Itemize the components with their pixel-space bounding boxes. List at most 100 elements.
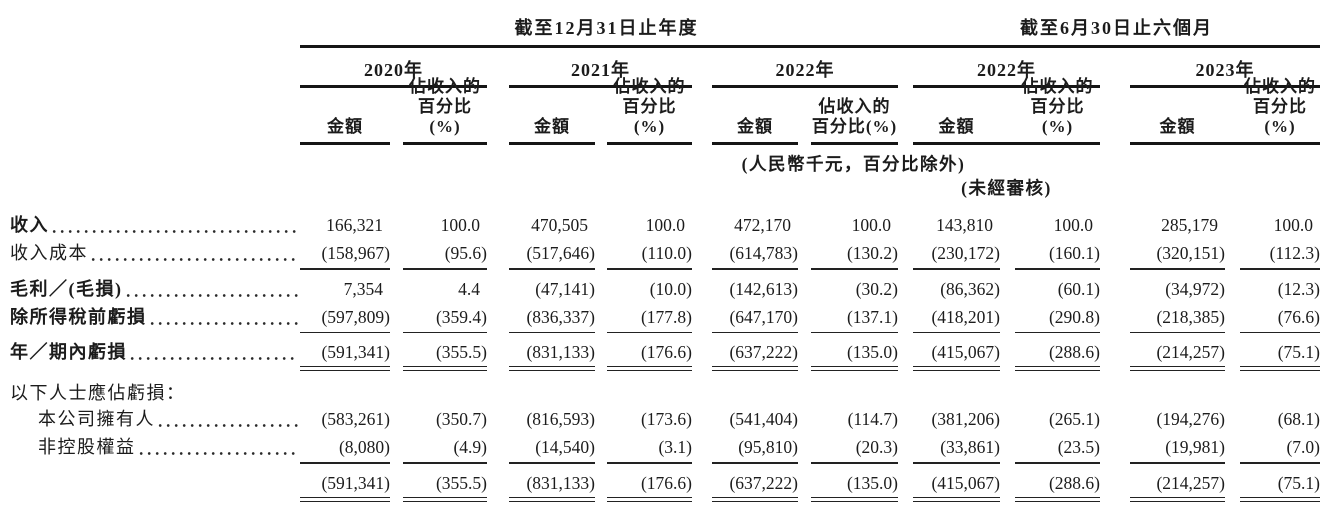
single-rule bbox=[913, 331, 1000, 334]
single-rule bbox=[1015, 268, 1100, 270]
period-rule-row bbox=[10, 45, 1320, 48]
column-rule bbox=[1130, 142, 1320, 145]
value-cell: (33,861) bbox=[940, 437, 1000, 458]
double-rule bbox=[509, 366, 595, 372]
value-cell: (541,404) bbox=[729, 409, 798, 430]
double-rule bbox=[811, 496, 898, 502]
value-cell: (418,201) bbox=[931, 306, 1000, 327]
double-rule bbox=[1015, 496, 1100, 502]
single-rule bbox=[300, 331, 390, 334]
double-rule bbox=[403, 496, 487, 502]
table-body: 收入 166,321 100.0 470,505 100.0 472,170 100.0 14… bbox=[10, 215, 1320, 502]
value-cell: (591,341) bbox=[321, 342, 390, 363]
single-rule bbox=[913, 268, 1000, 270]
row-label-text: 收入 bbox=[10, 215, 49, 235]
row-label-text: 年／期內虧損 bbox=[10, 342, 127, 363]
value-cell: (415,067) bbox=[931, 472, 1000, 493]
single-rule bbox=[1240, 462, 1320, 464]
row-label: 本公司擁有人 bbox=[10, 409, 300, 430]
year-header-row: 2020年 2021年 2022年 2022年 2023年 bbox=[10, 60, 1320, 81]
value-cell: (177.8) bbox=[640, 306, 692, 327]
pct-column-header: 佔收入的 百分比(%) bbox=[1022, 77, 1093, 136]
value-cell: (60.1) bbox=[1057, 278, 1100, 299]
single-rule bbox=[403, 331, 487, 334]
year-header-2022-interim: 2022年 bbox=[977, 60, 1036, 80]
value-cell: (4.9) bbox=[453, 437, 487, 458]
pct-column-header: 佔收入的 百分比(%) bbox=[1244, 77, 1315, 136]
double-rule bbox=[712, 366, 798, 372]
single-rule bbox=[1130, 268, 1225, 270]
value-cell: (173.6) bbox=[640, 409, 692, 430]
single-rule bbox=[1015, 331, 1100, 334]
value-cell: (47,141) bbox=[535, 278, 595, 299]
row-label: 收入成本 bbox=[10, 243, 300, 264]
rule-row bbox=[10, 331, 1320, 334]
value-cell: 100.0 bbox=[645, 215, 685, 235]
value-cell: (135.0) bbox=[846, 342, 898, 363]
row-label: 收入 bbox=[10, 215, 300, 236]
pct-column-header: 佔收入的 百分比(%) bbox=[409, 77, 480, 136]
single-rule bbox=[712, 462, 798, 464]
value-cell: (23.5) bbox=[1057, 437, 1100, 458]
column-rule bbox=[913, 142, 1100, 145]
column-rule bbox=[509, 142, 595, 145]
value-cell: (7.0) bbox=[1286, 437, 1320, 458]
double-rule bbox=[811, 366, 898, 372]
value-cell: 285,179 bbox=[1161, 215, 1218, 235]
single-rule bbox=[811, 462, 898, 464]
value-cell: (20.3) bbox=[855, 437, 898, 458]
single-rule bbox=[1240, 268, 1320, 270]
pct-column-header: 佔收入的 百分比(%) bbox=[811, 97, 898, 136]
period-rule-annual bbox=[300, 45, 913, 48]
double-rule bbox=[1015, 366, 1100, 372]
year-rule bbox=[300, 85, 487, 88]
double-rule bbox=[300, 366, 390, 372]
double-rule bbox=[403, 366, 487, 372]
dot-leader bbox=[125, 292, 298, 298]
single-rule bbox=[509, 268, 595, 270]
row-label-text: 除所得稅前虧損 bbox=[10, 306, 147, 327]
value-cell: (137.1) bbox=[846, 306, 898, 327]
value-cell: (637,222) bbox=[729, 342, 798, 363]
single-rule bbox=[607, 331, 692, 334]
single-rule bbox=[403, 462, 487, 464]
double-rule bbox=[607, 366, 692, 372]
dot-leader bbox=[91, 257, 298, 262]
period-header-row: 截至12月31日止年度 截至6月30日止六個月 bbox=[10, 18, 1320, 39]
value-cell: (3.1) bbox=[658, 437, 692, 458]
value-cell: (176.6) bbox=[640, 342, 692, 363]
rule-row bbox=[10, 366, 1320, 372]
value-cell: (381,206) bbox=[931, 409, 1000, 430]
double-rule bbox=[1130, 366, 1225, 372]
row-label: 非控股權益 bbox=[10, 437, 300, 458]
dot-leader bbox=[52, 229, 298, 234]
value-cell: (158,967) bbox=[321, 243, 390, 263]
value-cell: (194,276) bbox=[1156, 409, 1225, 430]
single-rule bbox=[300, 268, 390, 270]
value-cell: 100.0 bbox=[1273, 215, 1313, 235]
row-label: 以下人士應佔虧損： bbox=[10, 383, 300, 404]
value-cell: (359.4) bbox=[435, 306, 487, 327]
row-label: 年／期內虧損 bbox=[10, 342, 300, 363]
double-rule bbox=[1240, 366, 1320, 372]
single-rule bbox=[811, 268, 898, 270]
single-rule bbox=[1130, 331, 1225, 334]
table-row: 收入 166,321 100.0 470,505 100.0 472,170 100.0 14… bbox=[10, 215, 1320, 236]
double-rule bbox=[913, 496, 1000, 502]
row-label-text: 非控股權益 bbox=[38, 437, 136, 458]
double-rule bbox=[1240, 496, 1320, 502]
row-label: 除所得稅前虧損 bbox=[10, 307, 300, 328]
column-rule bbox=[607, 142, 692, 145]
value-cell: (320,151) bbox=[1156, 243, 1225, 263]
year-rule-row bbox=[10, 85, 1320, 88]
value-cell: (19,981) bbox=[1165, 437, 1225, 458]
value-cell: (597,809) bbox=[321, 306, 390, 327]
value-cell: 100.0 bbox=[440, 215, 480, 235]
value-cell: (176.6) bbox=[640, 472, 692, 493]
amount-column-header: 金額 bbox=[737, 117, 773, 136]
value-cell: (14,540) bbox=[535, 437, 595, 458]
single-rule bbox=[712, 331, 798, 334]
single-rule bbox=[509, 331, 595, 334]
rule-row bbox=[10, 268, 1320, 270]
unit-note: (人民幣千元，百分比除外) bbox=[741, 154, 966, 174]
